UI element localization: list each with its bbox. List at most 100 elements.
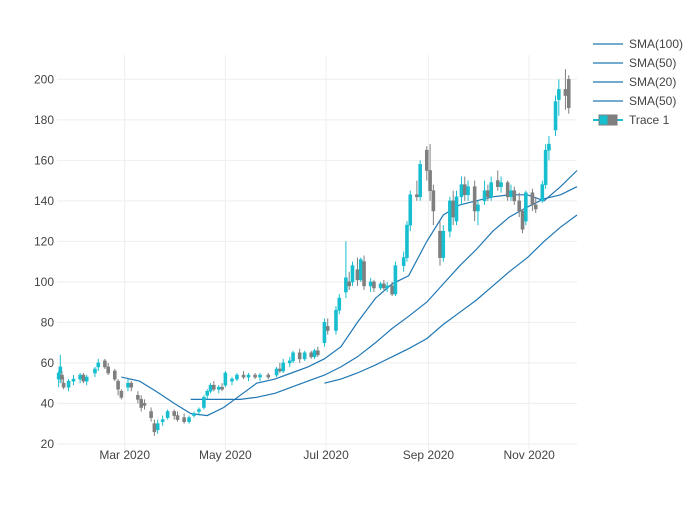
candlestick[interactable]: [520, 208, 525, 234]
candlestick[interactable]: [220, 383, 224, 392]
candlestick[interactable]: [530, 188, 535, 211]
legend-item[interactable]: SMA(50): [593, 56, 676, 70]
candlestick[interactable]: [149, 407, 153, 422]
candlestick[interactable]: [462, 176, 467, 201]
candlestick[interactable]: [187, 415, 191, 424]
candlestick[interactable]: [415, 180, 419, 201]
candlestick[interactable]: [287, 356, 292, 367]
candlestick[interactable]: [495, 170, 500, 191]
candlestick[interactable]: [428, 144, 432, 201]
candlestick[interactable]: [486, 184, 490, 201]
candlestick[interactable]: [390, 281, 394, 297]
candlestick[interactable]: [116, 379, 120, 396]
candlestick[interactable]: [126, 379, 130, 392]
candlestick[interactable]: [517, 192, 522, 218]
candlestick[interactable]: [71, 375, 76, 386]
candlestick[interactable]: [325, 318, 330, 335]
candlestick[interactable]: [197, 407, 201, 416]
candlestick[interactable]: [241, 371, 246, 380]
candlestick[interactable]: [291, 350, 295, 363]
legend-item[interactable]: SMA(20): [593, 75, 676, 89]
candlestick[interactable]: [182, 413, 186, 424]
candlestick[interactable]: [139, 395, 143, 412]
candlestick[interactable]: [322, 318, 327, 347]
candlestick[interactable]: [393, 261, 398, 297]
candlestick[interactable]: [175, 411, 180, 422]
candlestick[interactable]: [557, 79, 561, 116]
candlestick[interactable]: [431, 184, 436, 226]
candlestick[interactable]: [448, 196, 452, 238]
candlestick[interactable]: [451, 190, 455, 226]
candlestick[interactable]: [281, 358, 285, 374]
candlestick[interactable]: [489, 176, 493, 201]
candlestick[interactable]: [334, 306, 338, 335]
candlestick[interactable]: [355, 257, 360, 286]
candlestick[interactable]: [253, 373, 257, 380]
candlestick[interactable]: [106, 362, 110, 376]
candlestick[interactable]: [266, 373, 271, 380]
candlestick[interactable]: [81, 373, 86, 384]
candlestick[interactable]: [230, 377, 234, 386]
candlestick[interactable]: [362, 255, 366, 290]
candlestick[interactable]: [302, 350, 307, 361]
candlestick[interactable]: [512, 186, 517, 205]
candlestick[interactable]: [378, 281, 383, 290]
legend-item[interactable]: Trace 1: [593, 113, 670, 127]
candlestick[interactable]: [103, 358, 107, 369]
candlestick[interactable]: [358, 257, 363, 282]
candlestick[interactable]: [155, 419, 160, 434]
candlestick[interactable]: [441, 225, 446, 262]
candlestick[interactable]: [235, 373, 239, 382]
candlestick[interactable]: [337, 294, 342, 315]
candlestick[interactable]: [258, 373, 262, 382]
candlestick[interactable]: [368, 277, 373, 292]
candlestick[interactable]: [112, 368, 117, 382]
candlestick[interactable]: [205, 389, 210, 400]
candlestick[interactable]: [223, 371, 228, 388]
candlestick[interactable]: [408, 190, 413, 232]
candlestick[interactable]: [172, 409, 177, 420]
candlestick[interactable]: [96, 358, 101, 371]
candlestick[interactable]: [160, 415, 165, 426]
candlestick[interactable]: [401, 251, 406, 272]
candlestick[interactable]: [246, 373, 251, 382]
candlestick[interactable]: [316, 346, 320, 357]
candlestick[interactable]: [84, 375, 89, 386]
candlestick[interactable]: [482, 180, 487, 205]
candlestick[interactable]: [212, 381, 216, 392]
candlestick[interactable]: [297, 348, 302, 363]
candlestick[interactable]: [93, 366, 97, 378]
candlestick[interactable]: [309, 350, 314, 359]
candlestick[interactable]: [459, 176, 464, 205]
candlestick[interactable]: [56, 371, 61, 388]
candlestick[interactable]: [142, 399, 147, 410]
legend-item[interactable]: SMA(100): [593, 37, 683, 51]
candlestick[interactable]: [208, 383, 213, 394]
candlestick[interactable]: [563, 69, 568, 110]
candlestick[interactable]: [454, 190, 459, 226]
candlestick[interactable]: [152, 419, 157, 436]
candlestick[interactable]: [438, 221, 442, 266]
candlestick[interactable]: [543, 144, 548, 189]
candlestick[interactable]: [202, 395, 206, 410]
candlestick[interactable]: [382, 279, 386, 290]
candlestick[interactable]: [66, 379, 71, 392]
candlestick[interactable]: [524, 190, 528, 226]
candlestick[interactable]: [505, 180, 510, 201]
candlestick[interactable]: [566, 75, 571, 114]
candlestick[interactable]: [466, 180, 470, 201]
legend[interactable]: SMA(100) SMA(50) SMA(20) SMA(50) Trace 1: [593, 37, 683, 127]
candlestick[interactable]: [499, 176, 503, 193]
candlestick[interactable]: [119, 389, 124, 400]
legend-item[interactable]: SMA(50): [593, 94, 676, 108]
candlestick[interactable]: [344, 241, 348, 299]
candlestick[interactable]: [405, 221, 409, 262]
candlestick[interactable]: [60, 371, 64, 384]
candlestick[interactable]: [78, 373, 82, 384]
candlestick[interactable]: [165, 409, 170, 420]
candlestick[interactable]: [472, 180, 477, 222]
candlestick[interactable]: [553, 95, 558, 137]
candlestick[interactable]: [372, 279, 376, 292]
candlestick[interactable]: [385, 281, 389, 292]
candlestick[interactable]: [350, 261, 355, 286]
